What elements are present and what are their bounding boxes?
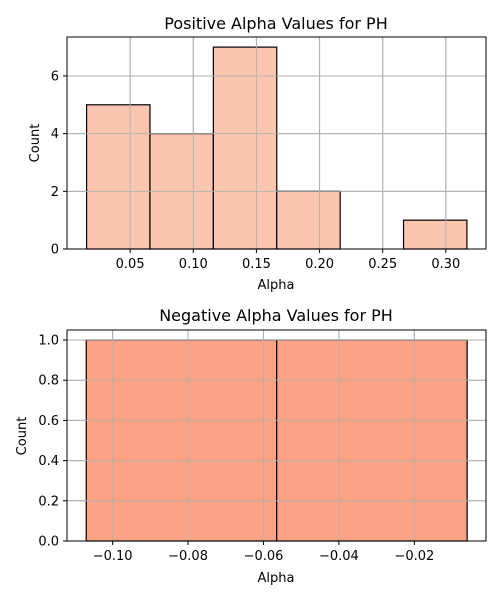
- negative-alpha-chart: Negative Alpha Values for PH Alpha Count…: [15, 306, 487, 586]
- axes-frame: [66, 36, 487, 250]
- x-tick-label: 0.25: [368, 257, 397, 272]
- x-axis-label: Alpha: [258, 571, 295, 586]
- x-tick-label: −0.08: [168, 549, 208, 564]
- histogram-bar: [212, 46, 278, 250]
- histogram-bar: [276, 339, 468, 542]
- axes-frame: [66, 329, 487, 542]
- x-tick-label: 0.10: [179, 257, 208, 272]
- x-tick-label: 0.30: [431, 257, 460, 272]
- x-tick-label: 0.05: [116, 257, 145, 272]
- histogram-bar: [402, 219, 468, 250]
- y-axis-label: Count: [28, 124, 43, 163]
- y-tick-label: 1.0: [38, 334, 59, 349]
- x-tick-label: 0.15: [242, 257, 271, 272]
- x-tick-label: −0.04: [319, 549, 359, 564]
- y-tick-label: 0.2: [38, 494, 59, 509]
- y-tick-label: 4: [51, 127, 59, 142]
- x-tick-label: −0.06: [244, 549, 284, 564]
- y-tick-label: 0.4: [38, 454, 59, 469]
- x-tick-label: −0.10: [93, 549, 133, 564]
- y-tick-label: 2: [51, 185, 59, 200]
- plot-area: −0.10 −0.08 −0.06 −0.04 −0.02 0.0 0.2 0.4 0.6 0.8…: [38, 329, 487, 564]
- y-tick-label: 0.6: [38, 414, 59, 429]
- plot-area: 0.05 0.10 0.15 0.20 0.25 0.30 0 2 4 6: [51, 36, 487, 272]
- y-tick-label: 0.0: [38, 535, 59, 550]
- positive-alpha-chart: Positive Alpha Values for PH Alpha Count…: [28, 14, 487, 293]
- x-axis-label: Alpha: [258, 278, 295, 293]
- chart-title: Positive Alpha Values for PH: [164, 14, 387, 33]
- histogram-bar: [85, 339, 278, 542]
- x-tick-label: 0.20: [305, 257, 334, 272]
- histogram-bar: [276, 190, 341, 250]
- chart-title: Negative Alpha Values for PH: [159, 306, 393, 325]
- y-axis-label: Count: [15, 417, 30, 456]
- y-tick-label: 6: [51, 69, 59, 84]
- histogram-bar: [85, 104, 151, 250]
- x-tick-label: −0.02: [394, 549, 434, 564]
- y-tick-label: 0.8: [38, 374, 59, 389]
- y-tick-label: 0: [51, 243, 59, 258]
